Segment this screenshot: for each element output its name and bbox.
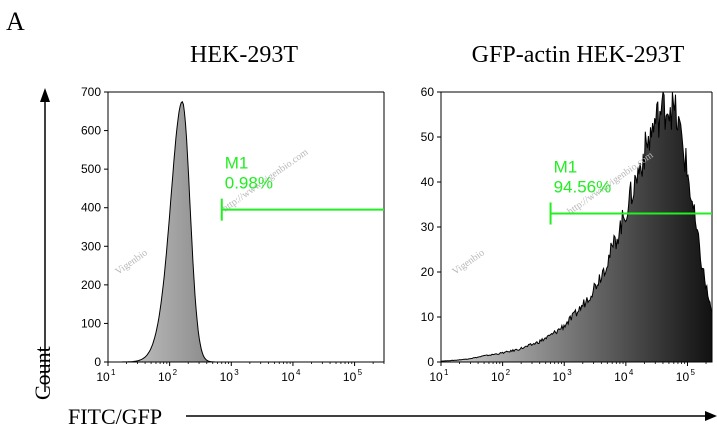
x-axis-label: FITC/GFP [68, 404, 162, 429]
x-tick-label: 10 [220, 370, 234, 384]
y-tick-label: 10 [421, 310, 435, 324]
x-tick-label: 10 [614, 370, 628, 384]
y-tick-label: 30 [421, 220, 435, 234]
x-tick-label: 10 [491, 370, 505, 384]
histogram-area [440, 91, 713, 363]
x-tick-exponent: 3 [234, 368, 239, 377]
marker-percent: 0.98% [225, 174, 273, 193]
y-axis-label: Count [30, 346, 55, 400]
x-tick-label: 10 [158, 370, 172, 384]
x-axis-arrowhead [705, 411, 717, 421]
x-tick-exponent: 2 [173, 368, 178, 377]
x-tick-exponent: 4 [296, 368, 301, 377]
watermark-text: Vigenbio [450, 247, 486, 277]
histogram-area [108, 100, 384, 363]
x-tick-exponent: 4 [629, 368, 634, 377]
y-tick-label: 300 [81, 239, 101, 253]
y-tick-label: 0 [94, 355, 101, 369]
x-tick-exponent: 1 [111, 368, 116, 377]
x-tick-label: 10 [281, 370, 295, 384]
panel-letter: A [6, 7, 25, 36]
x-tick-label: 10 [429, 370, 443, 384]
y-tick-label: 700 [81, 85, 101, 99]
y-tick-label: 400 [81, 201, 101, 215]
y-tick-label: 0 [427, 355, 434, 369]
chart-title-1: HEK-293T [190, 42, 298, 68]
y-tick-label: 100 [81, 316, 101, 330]
y-axis-arrowhead [40, 88, 50, 102]
y-tick-label: 600 [81, 124, 101, 138]
chart-title-2: GFP-actin HEK-293T [472, 42, 685, 68]
marker-label: M1 [554, 158, 578, 177]
x-tick-label: 10 [96, 370, 110, 384]
y-tick-label: 20 [421, 265, 435, 279]
x-tick-label: 10 [553, 370, 567, 384]
watermark-text: Vigenbio [113, 247, 149, 277]
x-tick-exponent: 3 [567, 368, 572, 377]
y-tick-label: 200 [81, 278, 101, 292]
marker-label: M1 [225, 154, 249, 173]
x-tick-exponent: 5 [358, 368, 363, 377]
x-tick-label: 10 [343, 370, 357, 384]
x-tick-exponent: 2 [506, 368, 511, 377]
marker-percent: 94.56% [554, 178, 612, 197]
x-tick-exponent: 5 [690, 368, 695, 377]
y-tick-label: 40 [421, 175, 435, 189]
y-tick-label: 500 [81, 162, 101, 176]
y-tick-label: 60 [421, 85, 435, 99]
x-tick-label: 10 [676, 370, 690, 384]
x-tick-exponent: 1 [444, 368, 449, 377]
y-tick-label: 50 [421, 130, 435, 144]
